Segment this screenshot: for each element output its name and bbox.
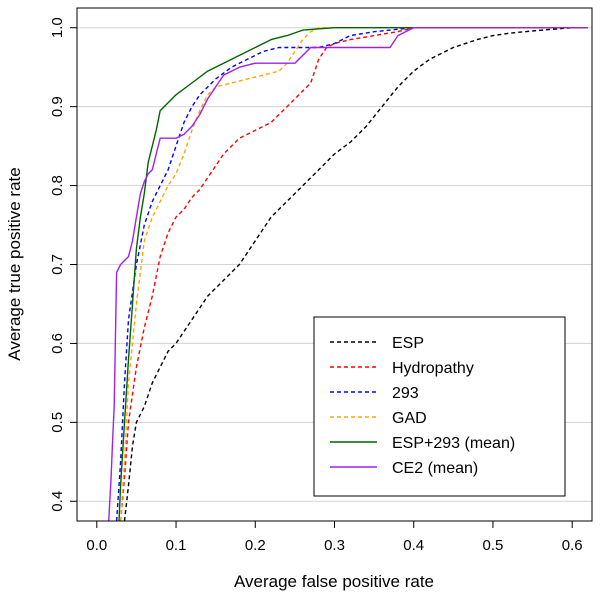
series-line-293 xyxy=(115,27,414,521)
x-axis-title: Average false positive rate xyxy=(234,572,434,591)
legend-box xyxy=(313,316,566,497)
x-tick-label: 0.5 xyxy=(483,537,504,554)
x-tick-label: 0.4 xyxy=(403,537,424,554)
x-axis: 0.0 0.1 0.2 0.3 0.4 0.5 0.6 xyxy=(86,521,583,554)
y-tick-label: 0.9 xyxy=(49,96,66,117)
legend-label-293: 293 xyxy=(392,385,419,402)
series-line-esp-293-mean xyxy=(118,27,588,521)
y-tick-label: 0.4 xyxy=(49,491,66,512)
legend-label-hydropathy: Hydropathy xyxy=(392,360,474,377)
y-tick-label: 0.7 xyxy=(49,254,66,275)
series-lines xyxy=(108,27,588,521)
series-line-esp xyxy=(123,27,588,521)
y-axis-title: Average true positive rate xyxy=(5,167,24,360)
legend-label-esp-293-mean: ESP+293 (mean) xyxy=(392,435,515,452)
series-line-ce2-mean xyxy=(108,27,588,521)
legend-label-ce2-mean: CE2 (mean) xyxy=(392,460,478,477)
y-tick-label: 0.8 xyxy=(49,175,66,196)
x-tick-label: 0.6 xyxy=(562,537,583,554)
x-tick-label: 0.3 xyxy=(324,537,345,554)
y-axis: 0.4 0.5 0.6 0.7 0.8 0.9 1.0 xyxy=(49,17,77,512)
y-tick-label: 1.0 xyxy=(49,17,66,38)
x-tick-label: 0.0 xyxy=(86,537,107,554)
y-tick-label: 0.6 xyxy=(49,333,66,354)
y-tick-label: 0.5 xyxy=(49,412,66,433)
legend-label-gad: GAD xyxy=(392,410,427,427)
legend: ESP Hydropathy 293 GAD ESP+293 (mean) CE2 (me… xyxy=(313,316,566,497)
x-tick-label: 0.1 xyxy=(166,537,187,554)
legend-label-esp: ESP xyxy=(392,335,424,352)
x-tick-label: 0.2 xyxy=(245,537,266,554)
series-line-hydropathy xyxy=(119,27,414,521)
